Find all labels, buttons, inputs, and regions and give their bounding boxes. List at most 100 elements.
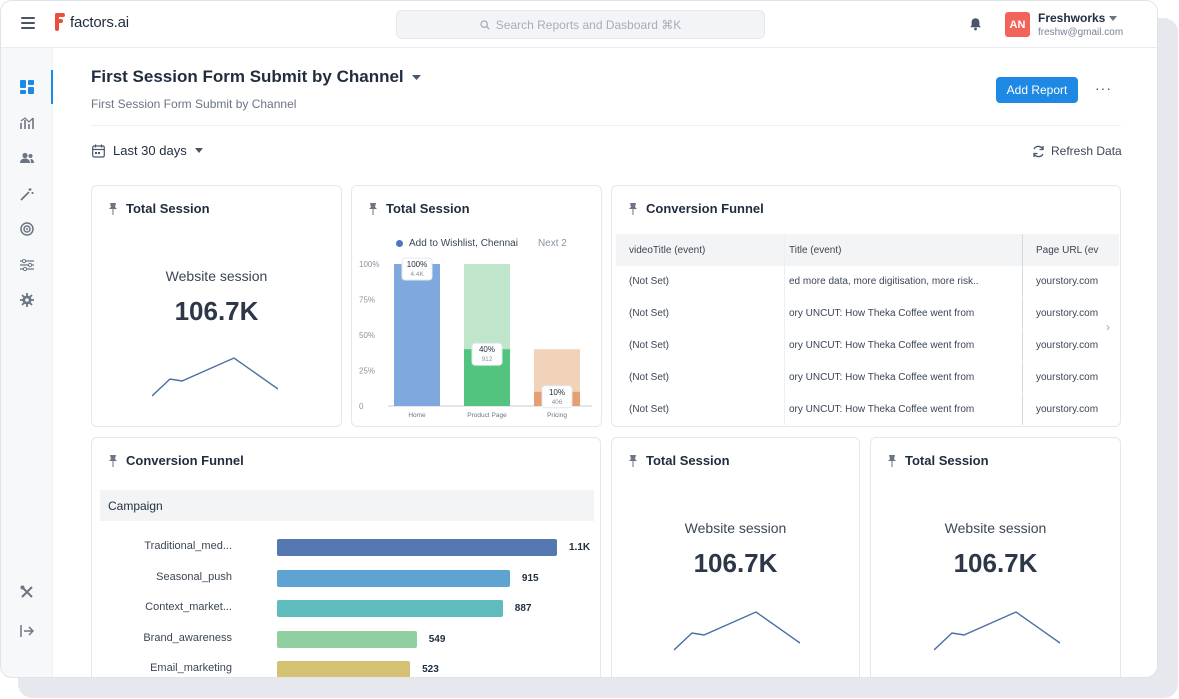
- campaign-bar[interactable]: [277, 630, 417, 648]
- table-cell: ory UNCUT: How Theka Coffee went from: [784, 362, 1022, 393]
- campaign-bar[interactable]: [277, 569, 510, 587]
- menu-icon[interactable]: [21, 17, 35, 29]
- data-label-box: [471, 342, 503, 366]
- campaign-bar[interactable]: [277, 661, 411, 677]
- users-icon[interactable]: [19, 150, 35, 166]
- campaign-funnel-card[interactable]: Conversion Funnel Campaign Traditional_m…: [91, 437, 601, 677]
- collapse-icon[interactable]: [19, 623, 35, 639]
- bar-category-label: Seasonal_push: [156, 570, 232, 583]
- kpi-card[interactable]: Total Session Website session 106.7K: [91, 185, 342, 427]
- table-card[interactable]: Conversion Funnel videoTitle (event) Tit…: [611, 185, 1121, 427]
- card-title-text: Total Session: [905, 453, 989, 468]
- magic-wand-icon[interactable]: [19, 186, 35, 202]
- bar-category-label: Context_market...: [145, 601, 232, 613]
- table-cell: (Not Set): [629, 308, 670, 319]
- y-tick-label: 75%: [359, 296, 375, 305]
- kpi-card[interactable]: Total Session Website session 106.7K: [611, 437, 860, 677]
- legend-next-button[interactable]: Next 2: [537, 238, 567, 249]
- app-window: factors.ai Search Reports and Dasboard ⌘…: [0, 0, 1158, 678]
- logo-text: factors.ai: [70, 13, 129, 31]
- bar-value-label: 549: [428, 633, 446, 645]
- funnel-bar: [394, 264, 440, 406]
- refresh-data-button[interactable]: Refresh Data: [1032, 144, 1122, 158]
- chevron-down-icon: [1109, 15, 1118, 21]
- refresh-icon: [1033, 145, 1044, 157]
- search-icon: [480, 19, 490, 30]
- kpi-label: Website session: [684, 520, 787, 536]
- legend-swatch: [396, 240, 403, 247]
- card-title-text: Total Session: [646, 453, 730, 468]
- kpi-label: Website session: [944, 520, 1047, 536]
- x-tick-label: Product Page: [467, 412, 507, 419]
- tools-icon[interactable]: [19, 584, 35, 600]
- card-title-text: Conversion Funnel: [126, 453, 244, 468]
- table-cell: (Not Set): [629, 276, 670, 287]
- campaign-bar[interactable]: [277, 600, 503, 617]
- table-header: videoTitle (event) Title (event) Page UR…: [616, 234, 1119, 266]
- kpi-value: 106.7K: [693, 548, 778, 578]
- table-row[interactable]: (Not Set) ory UNCUT: How Theka Coffee we…: [616, 298, 1119, 330]
- data-label-percent: 10%: [549, 388, 565, 397]
- data-label-percent: 100%: [407, 260, 427, 269]
- sidebar: [1, 48, 53, 677]
- page-subtitle: First Session Form Submit by Channel: [91, 97, 297, 111]
- page-title-text: First Session Form Submit by Channel: [91, 67, 404, 86]
- campaign-bar[interactable]: [277, 539, 557, 556]
- logo[interactable]: factors.ai: [53, 13, 129, 31]
- card-title: Conversion Funnel: [628, 201, 764, 216]
- page-title[interactable]: First Session Form Submit by Channel: [91, 67, 421, 87]
- card-title: Total Session: [108, 201, 210, 216]
- bell-icon[interactable]: [969, 17, 982, 31]
- column-header[interactable]: Title (event): [784, 234, 1022, 266]
- chart-legend: Add to Wishlist, Chennai Next 2: [396, 238, 567, 249]
- bar-value-label: 887: [514, 603, 532, 614]
- user-menu[interactable]: AN Freshworks freshw@gmail.com: [1005, 11, 1123, 38]
- settings-icon[interactable]: [19, 292, 35, 308]
- campaign-column-header[interactable]: Campaign: [100, 490, 594, 521]
- data-label-count: 406: [552, 399, 563, 406]
- y-tick-label: 50%: [359, 331, 375, 340]
- top-bar: factors.ai Search Reports and Dasboard ⌘…: [1, 1, 1157, 48]
- header-divider: [91, 125, 1121, 126]
- pin-icon: [629, 202, 637, 215]
- table-row[interactable]: (Not Set) ed more data, more digitisatio…: [616, 266, 1119, 298]
- analytics-icon[interactable]: [19, 115, 35, 131]
- card-title-text: Total Session: [126, 201, 210, 216]
- user-name-row: Freshworks: [1038, 11, 1123, 25]
- pin-icon: [109, 202, 117, 215]
- sliders-icon[interactable]: [19, 257, 35, 273]
- table-row[interactable]: (Not Set) ory UNCUT: How Theka Coffee we…: [616, 362, 1119, 394]
- table-cell: (Not Set): [629, 404, 670, 415]
- user-email: freshw@gmail.com: [1038, 27, 1124, 38]
- campaign-bar-chart: Traditional_med... 1.1K Seasonal_push 915 Co…: [92, 534, 600, 677]
- card-title: Total Session: [628, 453, 730, 468]
- pin-icon: [109, 454, 117, 467]
- funnel-bar-card[interactable]: Total Session Add to Wishlist, Chennai N…: [351, 185, 602, 427]
- y-tick-label: 100%: [359, 260, 379, 269]
- kpi-value: 106.7K: [174, 296, 259, 326]
- card-title: Total Session: [368, 201, 470, 216]
- bar-category-label: Email_marketing: [150, 662, 232, 674]
- bar-value-label: 523: [422, 664, 439, 675]
- bar-category-label: Brand_awareness: [143, 631, 232, 644]
- card-title-text: Total Session: [386, 201, 470, 216]
- target-icon[interactable]: [19, 221, 35, 237]
- data-label-box: [541, 385, 573, 409]
- kpi-card[interactable]: Total Session Website session 106.7K: [870, 437, 1121, 677]
- table-row[interactable]: (Not Set) ory UNCUT: How Theka Coffee we…: [616, 330, 1119, 362]
- dashboard-icon[interactable]: [19, 79, 35, 95]
- column-header[interactable]: Page URL (ev: [1022, 234, 1112, 266]
- date-range-picker[interactable]: Last 30 days: [92, 143, 203, 158]
- data-table: videoTitle (event) Title (event) Page UR…: [616, 234, 1119, 426]
- column-header[interactable]: videoTitle (event): [629, 244, 706, 256]
- table-cell: (Not Set): [629, 372, 670, 383]
- card-title-text: Conversion Funnel: [646, 201, 764, 216]
- chevron-right-icon[interactable]: ›: [1106, 320, 1110, 334]
- add-report-button[interactable]: Add Report: [996, 77, 1078, 103]
- search-input[interactable]: Search Reports and Dasboard ⌘K: [396, 10, 765, 39]
- table-row[interactable]: (Not Set) ory UNCUT: How Theka Coffee we…: [616, 394, 1119, 426]
- pin-icon: [629, 454, 637, 467]
- more-options-icon[interactable]: ···: [1095, 80, 1112, 96]
- funnel-bar-chart: 100% 75% 50% 25% 0 100% 4.4K Home 40% 912 Product …: [359, 257, 592, 419]
